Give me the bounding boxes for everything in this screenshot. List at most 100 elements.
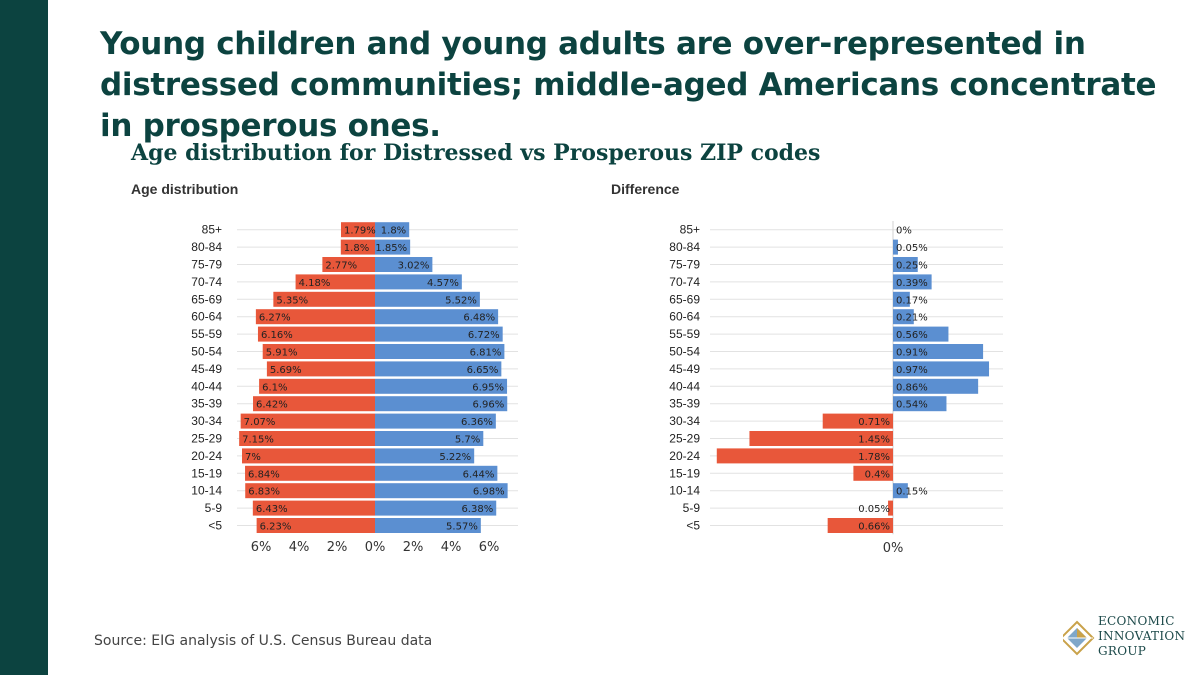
age-label: 70-74 xyxy=(669,275,700,289)
age-label: 45-49 xyxy=(191,362,222,376)
prosperous-bar xyxy=(375,483,508,499)
distressed-value-label: 7.15% xyxy=(242,435,274,446)
difference-bar-positive xyxy=(893,396,947,412)
distressed-bar xyxy=(262,344,375,359)
age-label: 75-79 xyxy=(669,258,700,272)
difference-value-label: 0.4% xyxy=(865,469,890,480)
difference-value-label: 0.17% xyxy=(896,295,928,306)
eig-diamond-logo-icon xyxy=(1063,620,1095,656)
prosperous-bar xyxy=(375,222,410,238)
distressed-bar xyxy=(239,431,375,446)
difference-value-label: 1.78% xyxy=(858,452,890,463)
prosperous-bar xyxy=(375,361,502,377)
prosperous-value-label: 6.98% xyxy=(473,487,505,498)
prosperous-value-label: 6.72% xyxy=(468,330,500,341)
x-tick-label: 6% xyxy=(479,540,500,555)
distressed-value-label: 6.1% xyxy=(262,382,287,393)
difference-value-label: 0.21% xyxy=(896,313,928,324)
prosperous-bar xyxy=(375,378,508,394)
panel-label-age-distribution: Age distribution xyxy=(131,181,239,197)
distressed-bar xyxy=(245,465,375,481)
prosperous-bar xyxy=(375,431,484,446)
difference-value-label: 0.97% xyxy=(896,365,928,376)
difference-value-label: 1.45% xyxy=(858,435,890,446)
age-label: 35-39 xyxy=(191,397,222,411)
prosperous-value-label: 6.65% xyxy=(467,365,499,376)
prosperous-value-label: 6.48% xyxy=(463,313,495,324)
distressed-value-label: 1.8% xyxy=(344,243,369,254)
difference-value-label: 0.39% xyxy=(896,278,928,289)
prosperous-bar xyxy=(375,413,496,429)
age-label: 30-34 xyxy=(191,414,222,428)
prosperous-value-label: 5.22% xyxy=(439,452,471,463)
difference-value-label: 0.71% xyxy=(858,417,890,428)
age-label: 85+ xyxy=(680,223,700,237)
distressed-value-label: 6.16% xyxy=(261,330,293,341)
age-label: 10-14 xyxy=(191,484,222,498)
difference-bar-negative xyxy=(822,413,893,429)
difference-bar-positive xyxy=(893,378,979,394)
age-label: 70-74 xyxy=(191,275,222,289)
age-label: 40-44 xyxy=(191,379,222,393)
distressed-value-label: 6.83% xyxy=(248,487,280,498)
distressed-value-label: 2.77% xyxy=(325,261,357,272)
distressed-bar xyxy=(259,378,375,394)
difference-value-label: 0.91% xyxy=(896,348,928,359)
prosperous-value-label: 5.57% xyxy=(446,522,478,533)
age-label: 45-49 xyxy=(669,362,700,376)
prosperous-value-label: 6.96% xyxy=(472,400,504,411)
difference-bar-positive xyxy=(893,274,932,290)
difference-bar-negative xyxy=(716,448,893,464)
panel-label-difference: Difference xyxy=(611,181,680,197)
prosperous-bar xyxy=(375,291,480,307)
difference-bar-negative xyxy=(749,431,893,446)
prosperous-value-label: 4.57% xyxy=(427,278,459,289)
difference-bar-positive xyxy=(893,257,918,272)
distressed-value-label: 6.23% xyxy=(260,522,292,533)
x-tick-label: 4% xyxy=(441,540,462,555)
distressed-value-label: 7% xyxy=(245,452,261,463)
difference-bar-negative xyxy=(827,518,893,533)
prosperous-bar xyxy=(375,448,475,464)
difference-bar-positive xyxy=(893,483,908,499)
age-label: 85+ xyxy=(202,223,222,237)
age-label: 20-24 xyxy=(669,449,700,463)
distressed-bar xyxy=(266,361,375,377)
prosperous-bar xyxy=(375,274,462,290)
difference-value-label: 0.66% xyxy=(858,522,890,533)
difference-value-label: 0.54% xyxy=(896,400,928,411)
age-label: 5-9 xyxy=(205,501,223,515)
prosperous-bar xyxy=(375,344,505,359)
prosperous-bar xyxy=(375,396,508,412)
difference-bar-positive xyxy=(893,291,910,307)
age-label: 5-9 xyxy=(683,501,701,515)
difference-value-label: 0.05% xyxy=(858,504,890,515)
difference-bar-positive xyxy=(893,239,898,255)
age-label: 50-54 xyxy=(669,345,700,359)
age-label: 20-24 xyxy=(191,449,222,463)
prosperous-bar xyxy=(375,239,411,255)
brand-side-bar xyxy=(0,0,48,675)
prosperous-value-label: 6.44% xyxy=(463,469,495,480)
age-label: 25-29 xyxy=(669,432,700,446)
age-label: 65-69 xyxy=(191,292,222,306)
distressed-value-label: 5.91% xyxy=(266,348,298,359)
distressed-bar xyxy=(255,309,375,325)
prosperous-value-label: 5.52% xyxy=(445,295,477,306)
distressed-bar xyxy=(273,291,375,307)
age-label: 50-54 xyxy=(191,345,222,359)
age-label: 80-84 xyxy=(669,240,700,254)
difference-bar-negative xyxy=(853,465,893,481)
difference-bar-negative xyxy=(888,500,893,516)
difference-value-label: 0.25% xyxy=(896,261,928,272)
age-label: 60-64 xyxy=(669,310,700,324)
distressed-value-label: 5.69% xyxy=(270,365,302,376)
prosperous-bar xyxy=(375,309,499,325)
distressed-value-label: 6.84% xyxy=(248,469,280,480)
logo-line-2: INNOVATION xyxy=(1098,629,1186,643)
prosperous-value-label: 6.81% xyxy=(470,348,502,359)
distressed-bar xyxy=(240,413,375,429)
distressed-bar xyxy=(256,518,375,533)
prosperous-value-label: 3.02% xyxy=(398,261,430,272)
x-tick-label: 2% xyxy=(327,540,348,555)
